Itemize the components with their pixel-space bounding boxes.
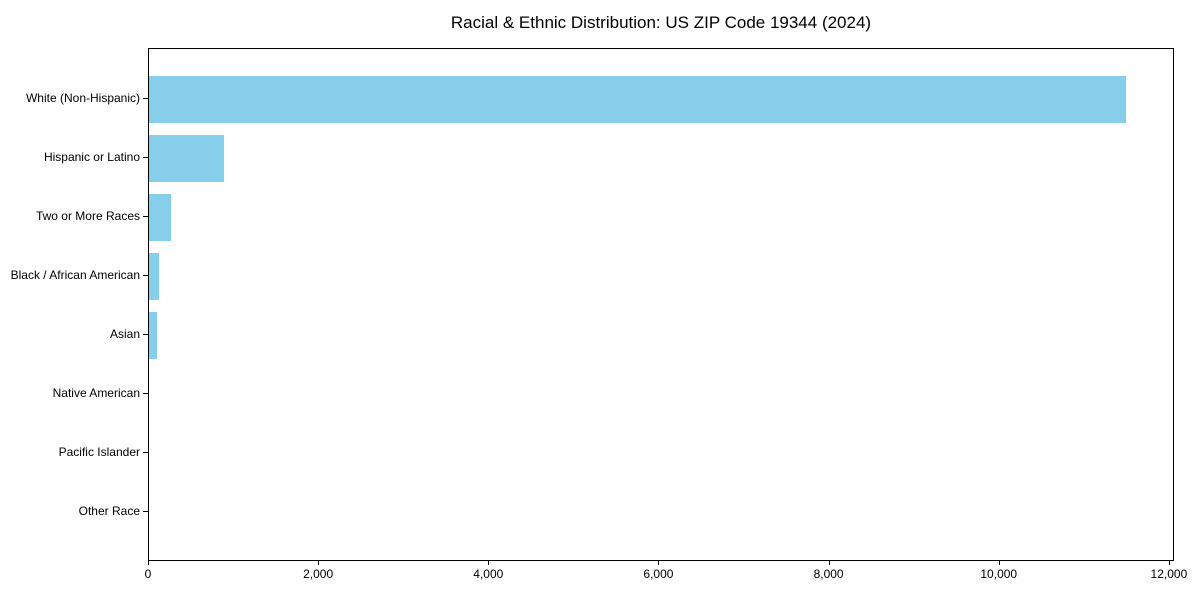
y-axis-labels: White (Non-Hispanic) Hispanic or Latino Tw… [0, 0, 140, 600]
y-tick-mark [143, 98, 148, 99]
x-tick-mark [148, 561, 149, 565]
x-tick-label: 12,000 [1150, 567, 1188, 581]
x-tick-label: 4,000 [473, 567, 504, 581]
x-tick-mark [658, 561, 660, 565]
x-tick-label: 10,000 [980, 567, 1018, 581]
x-tick-label: 0 [144, 567, 152, 581]
bar [149, 193, 172, 241]
y-axis-label: White (Non-Hispanic) [25, 91, 140, 105]
x-tick-mark [488, 561, 490, 565]
y-axis-label: Other Race [78, 504, 140, 518]
bar [149, 252, 160, 300]
x-tick-mark [1168, 561, 1170, 565]
y-axis-label: Native American [52, 386, 140, 400]
y-tick-mark [143, 334, 148, 335]
bar [149, 134, 224, 182]
plot-area [148, 48, 1174, 561]
x-tick-mark [998, 561, 1000, 565]
bar [149, 75, 1126, 123]
bar [149, 311, 157, 359]
y-axis-label: Pacific Islander [58, 445, 140, 459]
y-tick-mark [143, 275, 148, 276]
y-tick-mark [143, 452, 148, 453]
x-tick-label: 2,000 [303, 567, 334, 581]
y-axis-label: Two or More Races [35, 209, 140, 223]
chart-title: Racial & Ethnic Distribution: US ZIP Cod… [450, 13, 872, 32]
y-tick-mark [143, 393, 148, 394]
y-tick-mark [143, 216, 148, 217]
y-axis-label: Asian [109, 327, 140, 341]
x-tick-mark [828, 561, 830, 565]
x-tick-mark [318, 561, 320, 565]
y-tick-mark [143, 511, 148, 512]
y-axis-label: Hispanic or Latino [43, 150, 140, 164]
x-tick-label: 6,000 [643, 567, 674, 581]
y-axis-label: Black / African American [10, 268, 140, 282]
x-tick-label: 8,000 [813, 567, 844, 581]
y-tick-mark [143, 157, 148, 158]
